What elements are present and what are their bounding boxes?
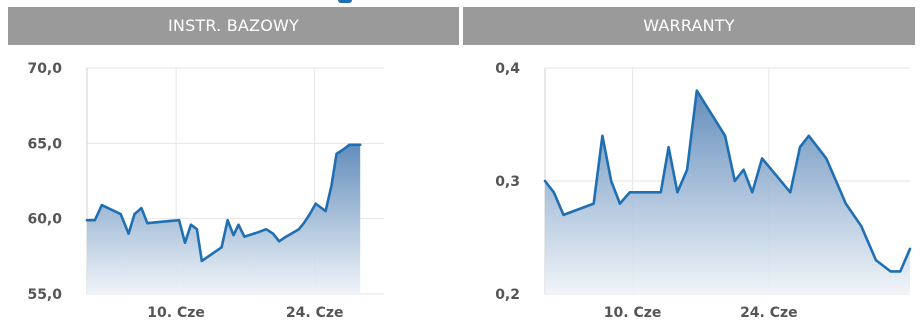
top-strip xyxy=(0,0,923,6)
panel-header-warrants[interactable]: WARRANTY xyxy=(463,7,915,45)
underlying-ytick-label: 55,0 xyxy=(27,287,62,303)
warrants-xtick-label: 10. Cze xyxy=(604,305,662,321)
underlying-area-fill xyxy=(87,144,361,294)
warrants-series-line xyxy=(543,89,912,273)
header-separator xyxy=(459,7,463,45)
scroll-indicator xyxy=(338,0,352,3)
warrants-ytick-label: 0,3 xyxy=(495,174,520,190)
warrants-area-fill xyxy=(545,90,910,294)
warrants-xtick-label: 24. Cze xyxy=(740,305,798,321)
underlying-xtick-label: 10. Cze xyxy=(147,305,205,321)
charts-canvas: 70,0 65,0 60,0 55,0 10. Cze 24. Cze 0,4 0,3 0,2 1… xyxy=(27,61,912,321)
warrants-ytick-label: 0,2 xyxy=(495,287,520,303)
underlying-ytick-label: 65,0 xyxy=(27,136,62,152)
underlying-ytick-label: 60,0 xyxy=(27,212,62,228)
panel-header-underlying[interactable]: INSTR. BAZOWY xyxy=(8,7,459,45)
underlying-ytick-label: 70,0 xyxy=(27,61,62,77)
warrants-ytick-label: 0,4 xyxy=(495,61,520,77)
underlying-series-line xyxy=(85,143,362,263)
underlying-xtick-label: 24. Cze xyxy=(286,305,344,321)
